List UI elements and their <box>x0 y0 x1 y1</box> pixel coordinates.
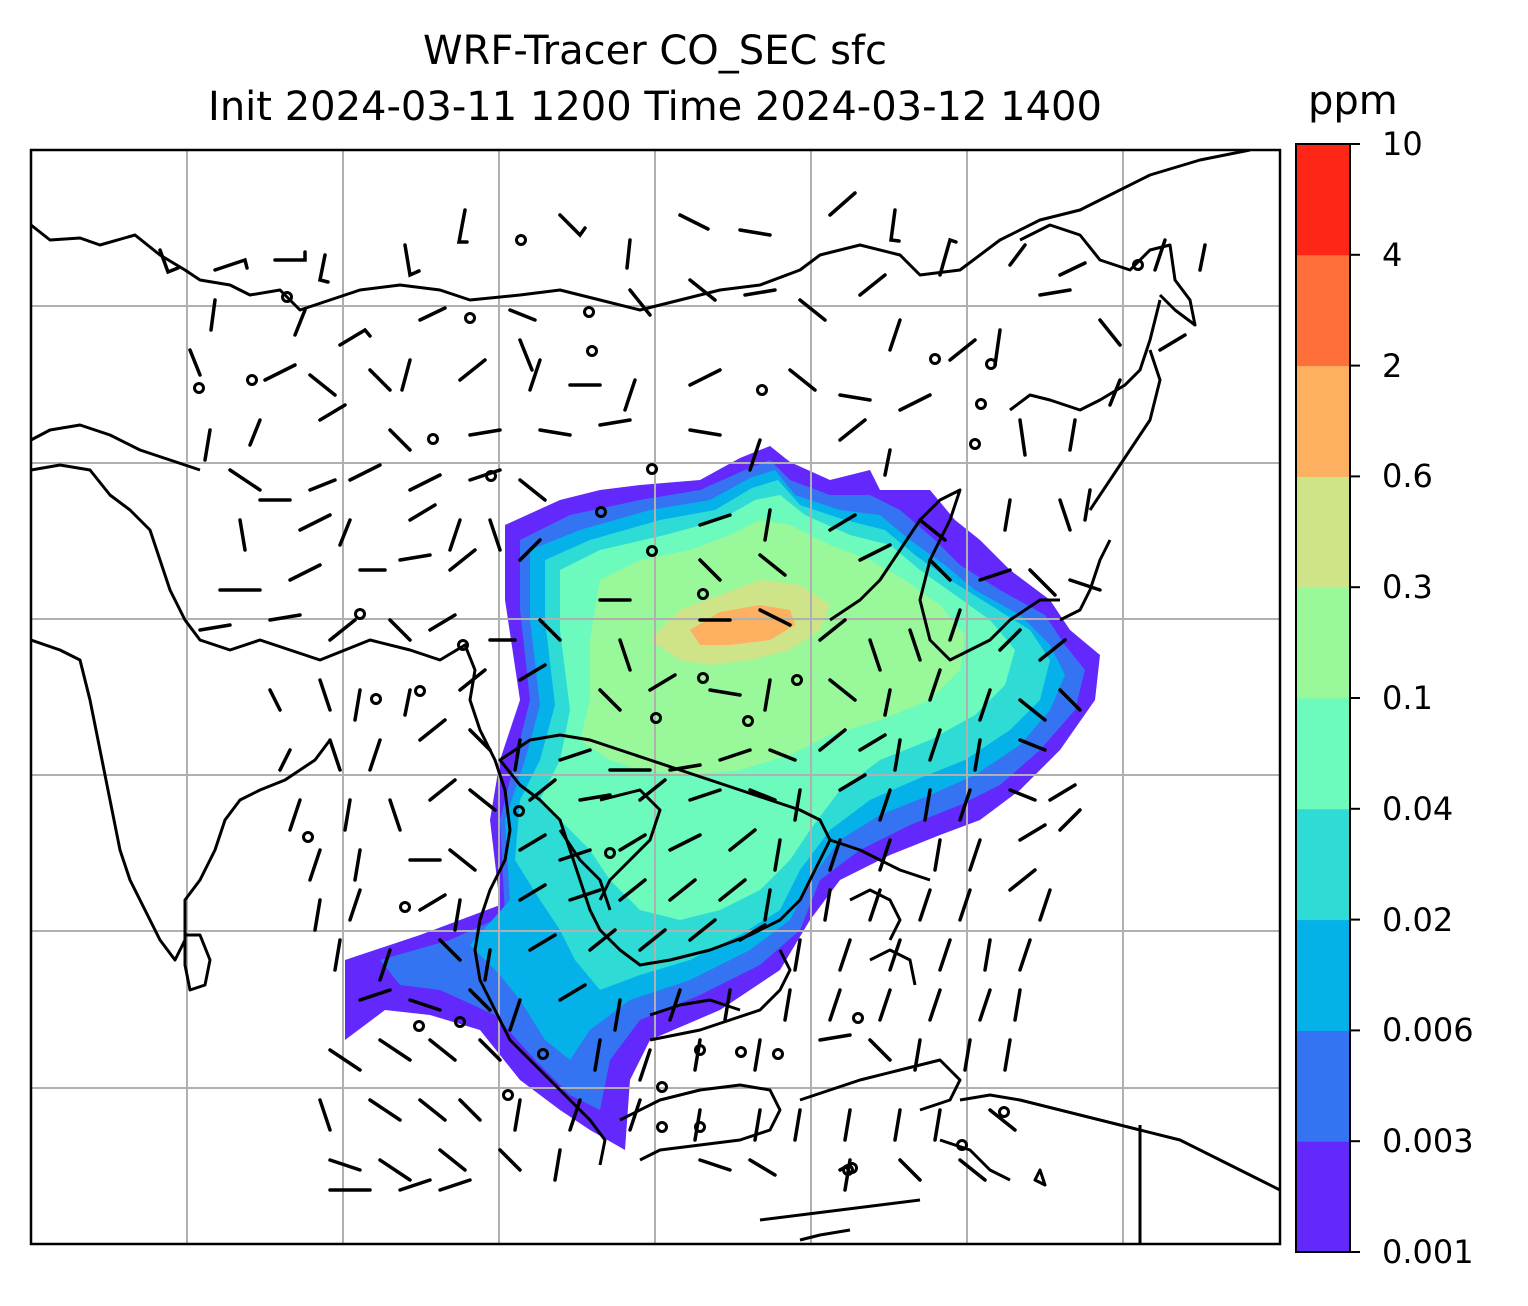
map-title-line2: Init 2024-03-11 1200 Time 2024-03-12 140… <box>208 84 1102 130</box>
colorbar-tick-label: 0.1 <box>1382 679 1433 717</box>
colorbar-tick-label: 4 <box>1382 235 1403 274</box>
colorbar-tick-label: 2 <box>1382 346 1403 385</box>
colorbar-segment <box>1296 476 1350 588</box>
colorbar-unit-label: ppm <box>1308 78 1398 124</box>
colorbar-tick-label: 0.02 <box>1382 900 1454 939</box>
colorbar-tick-label: 10 <box>1382 125 1423 163</box>
colorbar-segment <box>1296 254 1350 367</box>
map-panel <box>31 150 1280 1244</box>
colorbar-segment <box>1296 1030 1350 1142</box>
colorbar-segment <box>1296 587 1350 699</box>
colorbar-segment <box>1296 919 1350 1031</box>
colorbar <box>1295 143 1360 1253</box>
colorbar-segment <box>1296 1141 1350 1253</box>
map-frame <box>29 148 1282 1246</box>
colorbar-segment <box>1296 698 1350 810</box>
colorbar-tick-label: 0.001 <box>1382 1233 1474 1271</box>
gridlines <box>31 150 1280 1244</box>
colorbar-segment <box>1296 144 1350 256</box>
map-title-line1: WRF-Tracer CO_SEC sfc <box>422 28 888 74</box>
colorbar-tick-label: 0.003 <box>1382 1122 1474 1161</box>
colorbar-segment <box>1296 365 1350 477</box>
concentration-plume <box>345 446 1100 1150</box>
colorbar-tick-label: 0.006 <box>1382 1011 1474 1050</box>
colorbar-tick-label: 0.6 <box>1382 457 1433 496</box>
calm-wind-markers <box>193 234 1144 1176</box>
colorbar-tick-label: 0.04 <box>1382 789 1454 828</box>
colorbar-segment <box>1296 808 1350 921</box>
colorbar-tick-label: 0.3 <box>1382 568 1433 607</box>
